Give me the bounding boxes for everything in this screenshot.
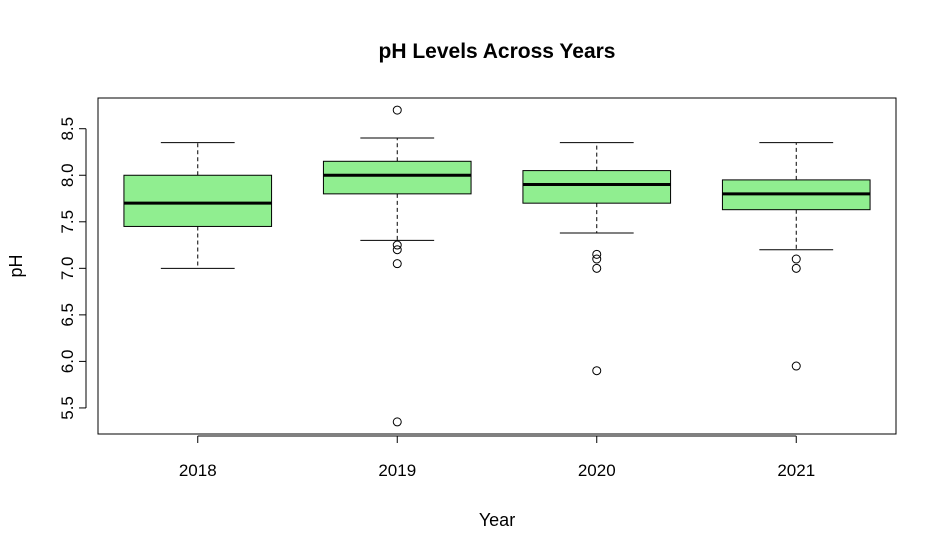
outlier-point (791, 361, 801, 371)
y-axis-label: pH (6, 254, 26, 277)
box-2020 (522, 142, 672, 376)
y-tick-label: 8.5 (58, 117, 77, 141)
outlier-point (392, 417, 402, 427)
outlier-point (791, 254, 801, 264)
box-2019 (322, 105, 472, 427)
outlier-point (791, 263, 801, 273)
iqr-box (522, 170, 672, 204)
y-tick-label: 6.0 (58, 350, 77, 374)
outlier-point (392, 259, 402, 269)
outlier-point (392, 240, 402, 250)
x-axis-label: Year (479, 510, 515, 530)
x-tick-label: 2021 (777, 461, 815, 480)
boxes-layer (123, 105, 871, 427)
outlier-point (592, 366, 602, 376)
outlier-point (392, 105, 402, 115)
x-tick-label: 2018 (179, 461, 217, 480)
x-axis: 2018 2019 2020 2021 (179, 435, 815, 480)
plot-frame (97, 97, 897, 435)
y-tick-label: 6.5 (58, 303, 77, 327)
y-tick-label: 8.0 (58, 163, 77, 187)
y-tick-label: 5.5 (58, 396, 77, 420)
x-tick-label: 2020 (578, 461, 616, 480)
iqr-box (322, 160, 472, 195)
iqr-box (123, 174, 273, 227)
chart-title: pH Levels Across Years (379, 40, 616, 63)
box-2018 (123, 142, 273, 269)
box-2021 (721, 142, 871, 371)
x-tick-label: 2019 (378, 461, 416, 480)
y-axis: 5.5 6.0 6.5 7.0 7.5 8.0 8.5 (58, 117, 87, 420)
outlier-point (592, 249, 602, 259)
outlier-point (592, 254, 602, 264)
y-tick-label: 7.0 (58, 257, 77, 281)
outlier-point (392, 245, 402, 255)
y-tick-label: 7.5 (58, 210, 77, 234)
outlier-point (592, 263, 602, 273)
